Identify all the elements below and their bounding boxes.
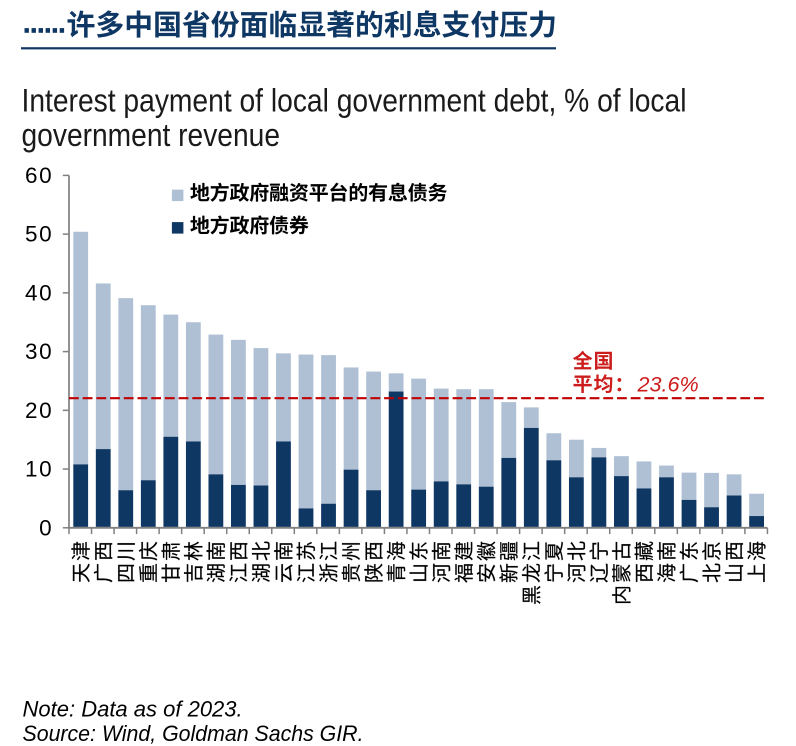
svg-text:Note: Data as of 2023.: Note: Data as of 2023.	[23, 697, 243, 722]
svg-text:Source: Wind, Goldman Sachs GI: Source: Wind, Goldman Sachs GIR.	[23, 721, 364, 746]
svg-text:0: 0	[39, 515, 53, 540]
svg-text:20: 20	[25, 398, 53, 423]
svg-text:30: 30	[25, 339, 53, 364]
svg-text:government revenue: government revenue	[22, 117, 281, 153]
svg-text:40: 40	[25, 281, 53, 306]
svg-text:10: 10	[25, 457, 53, 482]
svg-text:60: 60	[25, 163, 53, 188]
svg-text:23.6%: 23.6%	[637, 371, 699, 396]
svg-text:Interest payment of local gove: Interest payment of local government deb…	[22, 83, 687, 119]
svg-text:50: 50	[25, 222, 53, 247]
